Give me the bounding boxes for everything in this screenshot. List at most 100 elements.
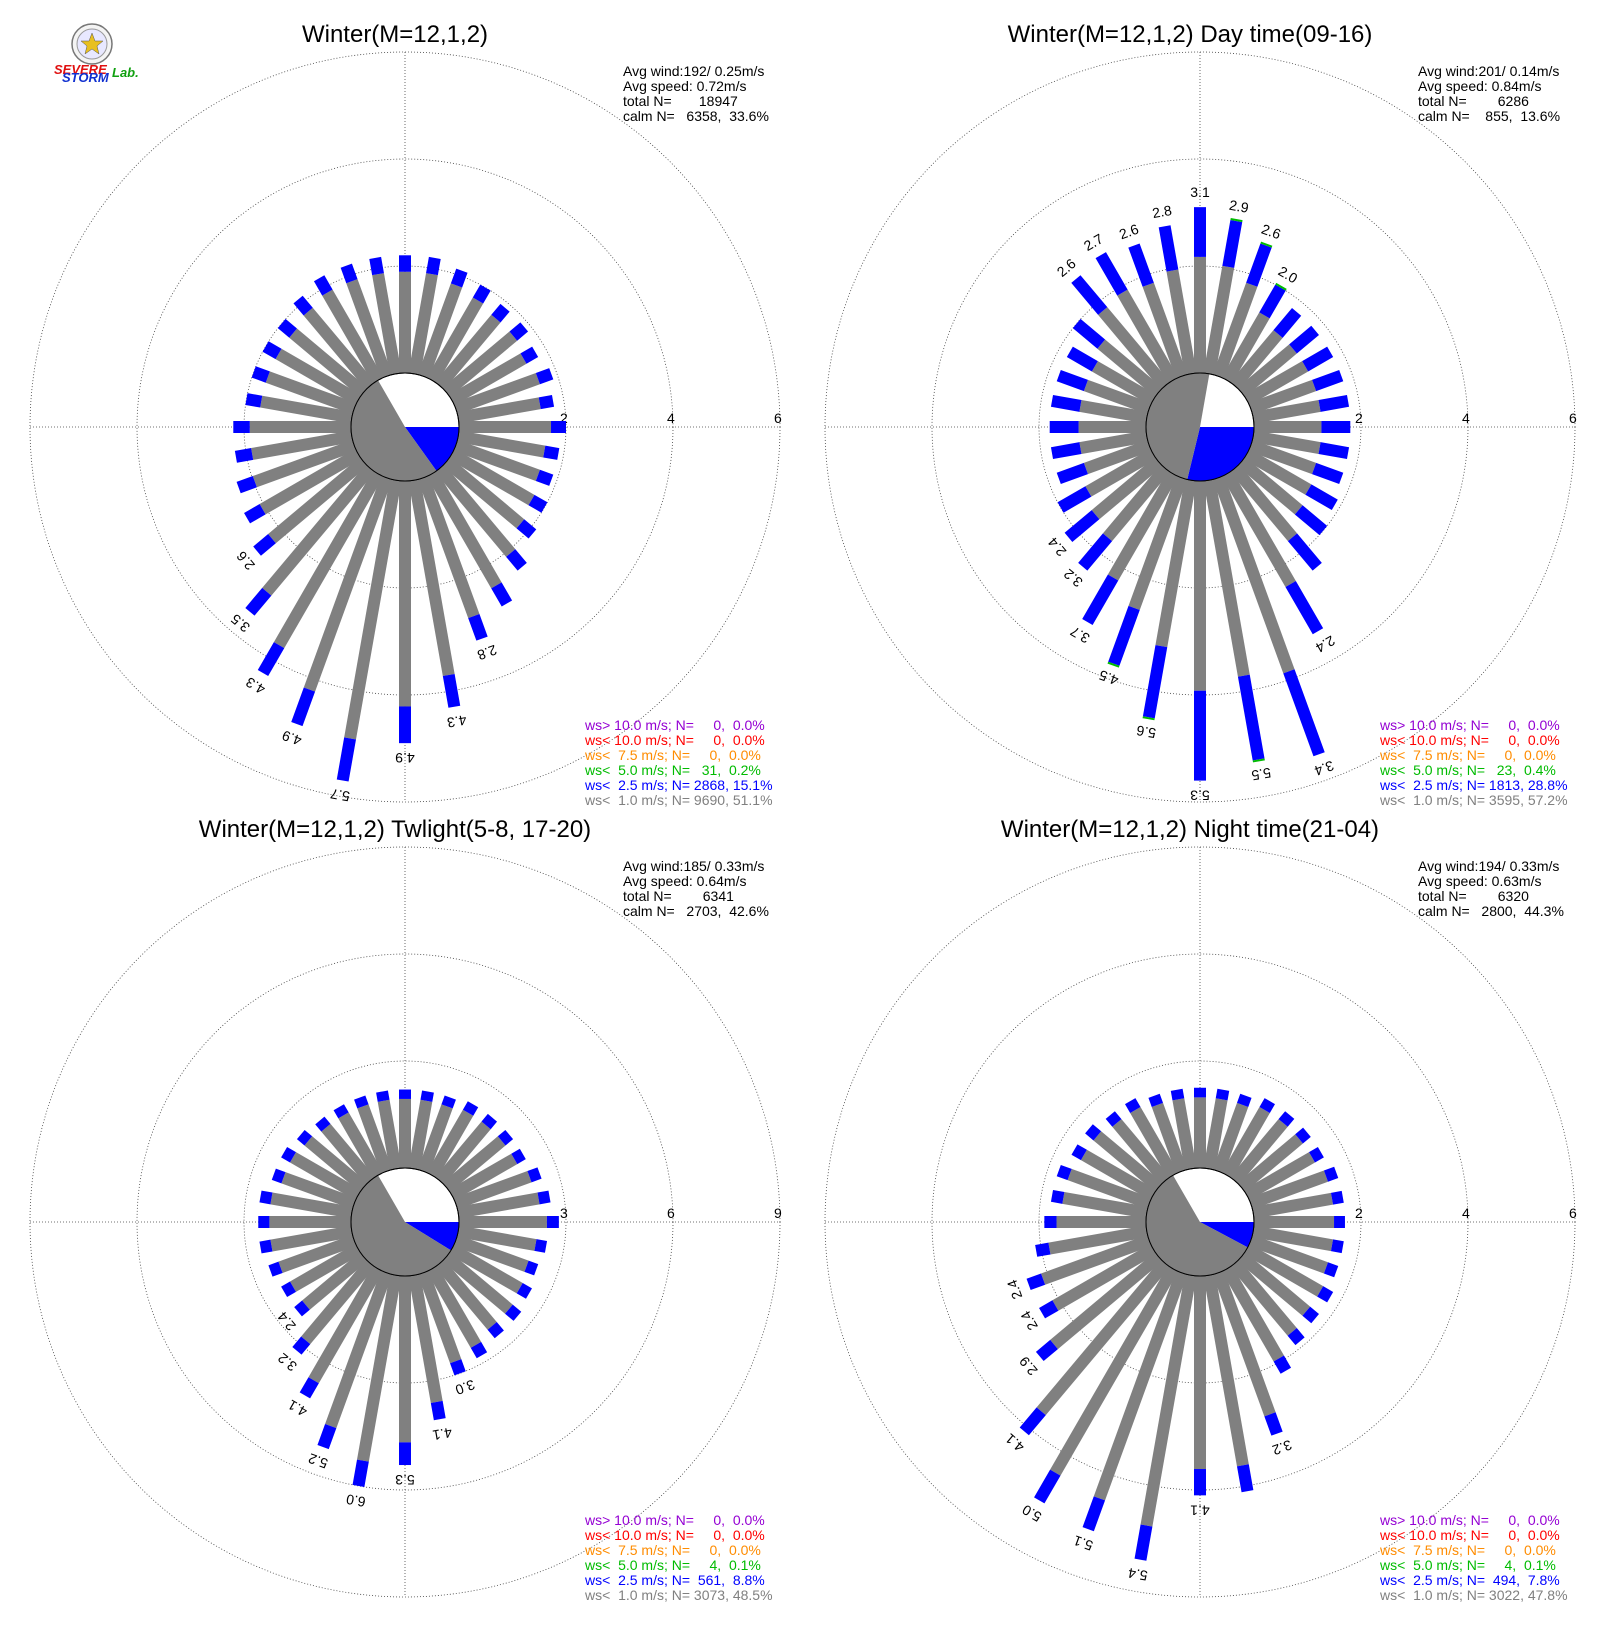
bar-value-label: 4.5 [1097, 667, 1121, 689]
bar-segment-low [1083, 379, 1152, 415]
bar-segment-mid [253, 534, 276, 556]
wind-bar [1095, 252, 1179, 384]
wind-bar [1203, 218, 1243, 375]
bar-segment-mid [1323, 1166, 1339, 1182]
ring-label: 2 [560, 410, 568, 426]
bar-segment-low [1056, 1216, 1147, 1228]
legend-entry: ws> 10.0 m/s; N= 0, 0.0% [584, 1512, 765, 1528]
bar-segment-low [1203, 1098, 1228, 1170]
bar-segment-low [1151, 1102, 1188, 1174]
bar-segment-low [435, 1259, 497, 1330]
bar-segment-high [1275, 282, 1287, 291]
bar-segment-low [1093, 1131, 1163, 1192]
stat-line: calm N= 2800, 44.3% [1418, 903, 1564, 919]
bar-segment-mid [292, 1336, 311, 1355]
wind-bar [1034, 1265, 1179, 1504]
bar-segment-mid [497, 1129, 514, 1146]
bar-segment-mid [1222, 219, 1243, 268]
stat-line: Avg speed: 0.64m/s [623, 873, 746, 889]
wind-bar [448, 448, 548, 513]
bar-segment-mid [1264, 1412, 1283, 1436]
bar-segment-low [457, 397, 541, 424]
bar-segment-mid [245, 587, 272, 616]
wind-bar [426, 284, 491, 384]
bar-segment-low [417, 1104, 453, 1174]
bar-segment-low [346, 279, 393, 379]
wind-bar [1237, 1127, 1311, 1192]
bar-segment-mid [258, 1216, 270, 1228]
bar-segment-mid [281, 1147, 296, 1163]
wind-bar [1050, 1189, 1148, 1219]
legend-entry: ws> 10.0 m/s; N= 0, 0.0% [584, 717, 765, 733]
bar-segment-low [259, 448, 362, 515]
bar-segment-low [303, 307, 375, 390]
bar-segment-low [1097, 339, 1163, 397]
range-ring [29, 846, 781, 1598]
legend-entry: ws< 10.0 m/s; N= 0, 0.0% [584, 1527, 765, 1543]
bar-segment-mid [450, 1359, 466, 1376]
bar-segment-low [260, 395, 353, 424]
wind-bar [453, 1234, 539, 1276]
bar-value-label: 4.1 [1190, 1502, 1210, 1518]
bar-segment-mid [420, 1090, 434, 1102]
bar-value-label: 3.1 [1190, 184, 1210, 200]
wind-bar [1128, 243, 1188, 379]
bar-value-label: 2.8 [1151, 202, 1173, 221]
legend-entry: ws> 10.0 m/s; N= 0, 0.0% [1379, 1512, 1560, 1528]
wind-bar [333, 1104, 384, 1179]
wind-bar [1148, 1093, 1188, 1174]
wind-bar [1035, 1225, 1148, 1257]
bar-segment-mid [257, 642, 285, 676]
bar-segment-mid [1072, 318, 1106, 349]
bar-segment-mid [1057, 486, 1092, 513]
bar-segment-low [417, 283, 463, 379]
wind-bar [448, 1148, 526, 1201]
wind-bar [1212, 1093, 1252, 1174]
bar-segment-low [408, 1274, 443, 1403]
bar-segment-low [1248, 379, 1317, 415]
bar-segment-mid [234, 448, 254, 463]
bar-segment-low [1243, 1243, 1324, 1297]
bar-segment-low [377, 1099, 402, 1170]
wind-bar [236, 439, 357, 494]
logo-text-storm: STORM [62, 70, 110, 84]
wind-bar [1203, 1274, 1254, 1493]
bar-segment-low [399, 481, 411, 707]
bar-segment-mid [535, 469, 554, 486]
wind-bar [1230, 464, 1322, 571]
bar-segment-low [1212, 1270, 1276, 1417]
bar-value-label: 3.7 [1067, 623, 1092, 647]
bar-segment-low [442, 457, 525, 529]
bar-segment-low [435, 464, 516, 557]
bar-value-label: 5.2 [306, 1450, 330, 1472]
bar-segment-low [457, 1225, 537, 1251]
bar-segment-mid [271, 1168, 286, 1184]
bar-segment-low [417, 475, 480, 619]
bar-segment-low [1212, 282, 1258, 379]
wind-bar [1194, 1087, 1206, 1168]
bar-segment-mid [1050, 1189, 1065, 1204]
bar-segment-low [1098, 307, 1170, 390]
bar-segment-low [1142, 282, 1188, 379]
wind-bar [354, 1095, 393, 1174]
bar-value-label: 2.4 [1004, 1277, 1026, 1301]
wind-bar [1243, 346, 1334, 406]
bar-segment-mid [481, 1113, 498, 1130]
wind-bar [376, 1090, 402, 1170]
bar-segment-low [262, 464, 375, 596]
stat-line: calm N= 2703, 42.6% [623, 903, 769, 919]
bar-segment-mid [1259, 284, 1286, 319]
bar-segment-mid [1302, 346, 1334, 372]
calm-outline [1145, 372, 1255, 482]
bar-segment-mid [538, 394, 555, 410]
bar-segment-low [1050, 1265, 1179, 1476]
bar-segment-low [273, 470, 384, 649]
bar-segment-mid [1066, 346, 1098, 372]
bar-segment-low [1194, 1097, 1206, 1168]
bar-segment-low [1212, 475, 1295, 674]
wind-rose-panel: 2 4 6 3.2 4.1 5.4 5.1 5.0 4.1 2.9 2.4 2.4 Winter(M=1… [824, 816, 1577, 1603]
bar-segment-low [1252, 1192, 1334, 1219]
bar-segment-mid [1050, 442, 1082, 460]
bar-segment-mid [1095, 252, 1128, 296]
bar-segment-mid [1236, 1464, 1254, 1493]
